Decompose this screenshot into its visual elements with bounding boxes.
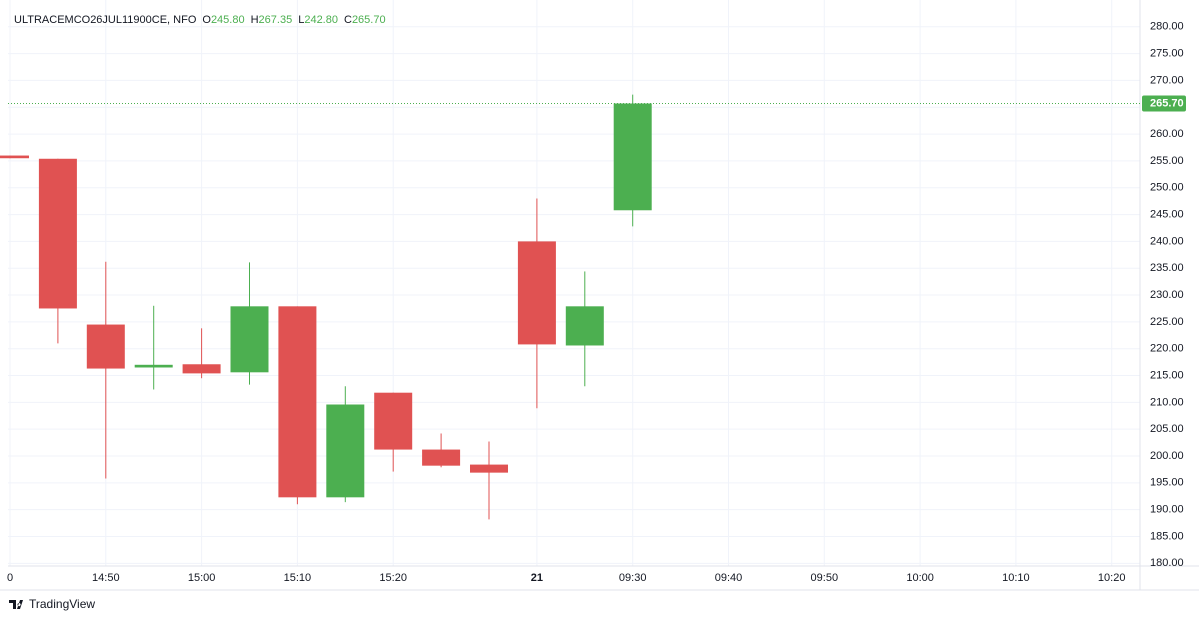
x-tick-label: 15:00 <box>188 572 216 584</box>
candles <box>0 94 652 520</box>
y-tick-label: 235.00 <box>1150 262 1184 274</box>
legend-value: 265.70 <box>352 14 386 26</box>
x-tick-label: 15:20 <box>379 572 407 584</box>
y-tick-label: 260.00 <box>1150 128 1184 140</box>
y-tick-label: 225.00 <box>1150 316 1184 328</box>
y-tick-label: 210.00 <box>1150 396 1184 408</box>
y-tick-label: 200.00 <box>1150 450 1184 462</box>
x-tick-label: 0 <box>7 572 13 584</box>
candle-body <box>517 241 556 345</box>
y-tick-label: 230.00 <box>1150 289 1184 301</box>
y-tick-label: 275.00 <box>1150 48 1184 60</box>
candle-body <box>422 449 461 466</box>
y-tick-label: 185.00 <box>1150 530 1184 542</box>
legend-value: 245.80 <box>211 14 245 26</box>
y-tick-label: 215.00 <box>1150 369 1184 381</box>
y-tick-label: 250.00 <box>1150 182 1184 194</box>
legend-key: O <box>202 14 211 26</box>
y-tick-label: 190.00 <box>1150 504 1184 516</box>
candle-body <box>278 306 317 498</box>
candle-body <box>230 306 269 373</box>
x-tick-label: 21 <box>531 572 543 584</box>
candle-body <box>613 103 652 211</box>
legend-value: 242.80 <box>304 14 338 26</box>
tradingview-logo <box>9 600 23 609</box>
x-tick-label: 10:00 <box>906 572 934 584</box>
x-tick-label: 09:40 <box>715 572 743 584</box>
y-tick-label: 180.00 <box>1150 557 1184 569</box>
y-tick-label: 245.00 <box>1150 208 1184 220</box>
legend-key: L <box>298 14 304 26</box>
x-tick-label: 09:50 <box>811 572 839 584</box>
x-tick-label: 10:10 <box>1002 572 1030 584</box>
x-tick-label: 10:20 <box>1098 572 1126 584</box>
candle-body <box>326 404 365 498</box>
x-tick-label: 09:30 <box>619 572 647 584</box>
legend-key: C <box>344 14 352 26</box>
candle-body <box>38 158 77 309</box>
y-tick-label: 255.00 <box>1150 155 1184 167</box>
last-price-label: 265.70 <box>1150 97 1184 109</box>
y-tick-label: 220.00 <box>1150 343 1184 355</box>
candle-body <box>565 306 604 346</box>
candle-body <box>374 392 413 450</box>
candle-body <box>182 364 221 374</box>
candle-body <box>134 364 173 368</box>
candle-body <box>86 324 125 369</box>
brand: TradingView <box>29 597 95 611</box>
y-tick-label: 270.00 <box>1150 74 1184 86</box>
candle-body <box>0 155 29 159</box>
candle-body <box>470 464 508 473</box>
y-tick-label: 195.00 <box>1150 477 1184 489</box>
last-price-badge <box>1142 95 1186 112</box>
chart-title: ULTRACEMCO26JUL11900CE, NFO <box>14 14 197 26</box>
legend-value: 267.35 <box>259 14 293 26</box>
y-tick-label: 280.00 <box>1150 21 1184 33</box>
x-tick-label: 14:50 <box>92 572 120 584</box>
x-tick-label: 15:10 <box>284 572 312 584</box>
y-tick-label: 240.00 <box>1150 235 1184 247</box>
y-tick-label: 205.00 <box>1150 423 1184 435</box>
legend-key: H <box>251 14 259 26</box>
